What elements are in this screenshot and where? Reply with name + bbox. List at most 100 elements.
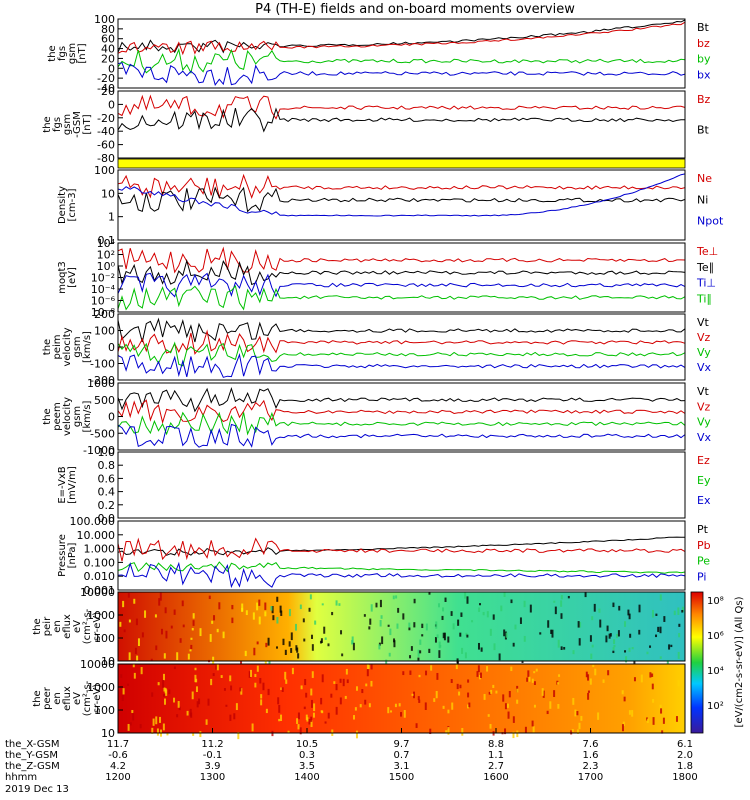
- spectrogram-cell: [308, 607, 311, 612]
- spectrogram-cell: [370, 604, 373, 612]
- spectrogram-cell: [681, 606, 684, 613]
- series-line-Ti∥: [117, 284, 686, 311]
- y-tick-label: 100: [94, 164, 115, 177]
- spectrogram-cell: [411, 693, 414, 696]
- spectrogram-cell: [587, 692, 590, 700]
- spectrogram-cell: [231, 617, 234, 624]
- spectrogram-cell: [277, 697, 280, 705]
- spectrogram-cell: [547, 620, 550, 628]
- spectrogram-cell: [187, 653, 190, 660]
- spectrogram-cell: [616, 633, 619, 639]
- spectrogram-cell: [190, 637, 193, 640]
- series-line-Vx: [117, 423, 686, 448]
- spectrogram-cell: [159, 716, 162, 723]
- spectrogram-cell: [199, 628, 202, 637]
- spectrogram-cell: [479, 603, 482, 606]
- spectrogram-cell: [539, 632, 542, 635]
- spectrogram-cell: [151, 727, 154, 734]
- spectrogram-cell: [398, 703, 401, 707]
- spectrogram-cell: [649, 645, 652, 648]
- spectrogram-cell: [288, 608, 291, 617]
- spectrogram-cell: [571, 729, 574, 732]
- y-axis-label: [eV]: [67, 267, 78, 288]
- series-line-Ne: [117, 173, 686, 200]
- legend-by: by: [697, 53, 711, 66]
- spectrogram-cell: [622, 721, 625, 727]
- spectrogram-cell: [627, 609, 630, 616]
- spectrogram-cell: [677, 680, 680, 687]
- spectrogram-cell: [280, 610, 283, 616]
- spectrogram-cell: [168, 689, 171, 695]
- spectrogram-cell: [158, 598, 161, 606]
- spectrogram-cell: [235, 703, 238, 711]
- x-row-value: 1400: [294, 772, 319, 783]
- y-tick-label: 0: [108, 341, 115, 354]
- spectrogram-cell: [127, 723, 130, 731]
- spectrogram-cell: [592, 664, 595, 668]
- spectrogram-cell: [310, 634, 313, 639]
- spectrogram-cell: [302, 618, 305, 623]
- spectrogram-cell: [651, 673, 654, 677]
- spectrogram-cell: [310, 688, 313, 696]
- spectrogram-cell: [677, 651, 680, 659]
- series-line-Vz: [117, 399, 686, 425]
- spectrogram-cell: [270, 606, 273, 611]
- spectrogram-cell: [250, 669, 253, 677]
- panel-peer-spec: 10000 1000 100 10 the peer en eflux eV (cm²-s-sr-…: [32, 658, 686, 740]
- colorbar-tick: 10⁶: [707, 631, 724, 642]
- spectrogram-cell: [284, 671, 287, 680]
- spectrogram-cell: [165, 630, 168, 639]
- x-row-label: the_Z-GSM: [5, 761, 60, 772]
- spectrogram-cell: [579, 622, 582, 628]
- x-row-value: 4.2: [110, 761, 126, 772]
- y-tick-label: 1000: [87, 609, 115, 622]
- y-tick-label: -100: [90, 358, 115, 371]
- spectrogram-cell: [133, 598, 136, 604]
- panel-frame: [117, 520, 686, 591]
- spectrogram-cell: [296, 647, 299, 653]
- spectrogram-cell: [211, 620, 214, 624]
- spectrogram-cell: [310, 716, 313, 722]
- spectrogram-cell: [212, 673, 215, 677]
- series-line-Ni: [117, 186, 686, 213]
- spectrogram-cell: [312, 712, 315, 718]
- legend-Vz: Vz: [697, 400, 711, 413]
- spectrogram-cell: [419, 650, 422, 654]
- spectrogram-cell: [624, 621, 627, 627]
- y-tick-label: 1: [108, 211, 115, 224]
- legend-Bt: Bt: [697, 21, 710, 34]
- spectrogram-cell: [370, 664, 373, 670]
- spectrogram-cell: [229, 714, 232, 721]
- spectrogram-cell: [258, 599, 261, 606]
- y-tick-label: 200: [94, 308, 115, 321]
- series-line-bz: [117, 21, 686, 56]
- spectrogram-cell: [512, 731, 515, 739]
- spectrogram-cell: [150, 658, 153, 662]
- spectrogram-cell: [541, 688, 544, 696]
- spectrogram-cell: [638, 604, 641, 613]
- spectrogram-cell: [368, 703, 371, 708]
- spectrogram-cell: [128, 619, 131, 623]
- spectrogram-cell: [304, 678, 307, 686]
- spectrogram-cell: [173, 609, 176, 615]
- legend-Pt: Pt: [697, 523, 709, 536]
- spectrogram-cell: [408, 627, 411, 631]
- y-axis-label: eflux: [62, 614, 73, 639]
- spectrogram-cell: [264, 611, 267, 617]
- spectrogram-cell: [418, 674, 421, 678]
- spectrogram-cell: [612, 602, 615, 608]
- spectrogram-cell: [327, 712, 330, 719]
- legend-Vy: Vy: [697, 416, 711, 429]
- spectrogram-cell: [194, 667, 197, 671]
- x-row-value: 3.1: [394, 761, 410, 772]
- x-row-label: the_X-GSM: [5, 739, 59, 750]
- spectrogram-cell: [368, 626, 371, 630]
- spectrogram-cell: [467, 704, 470, 709]
- spectrogram-cell: [549, 701, 552, 709]
- spectrogram-fill: [118, 664, 685, 733]
- spectrogram-cell: [355, 686, 358, 691]
- spectrogram-cell: [409, 655, 412, 659]
- spectrogram-cell: [461, 647, 464, 654]
